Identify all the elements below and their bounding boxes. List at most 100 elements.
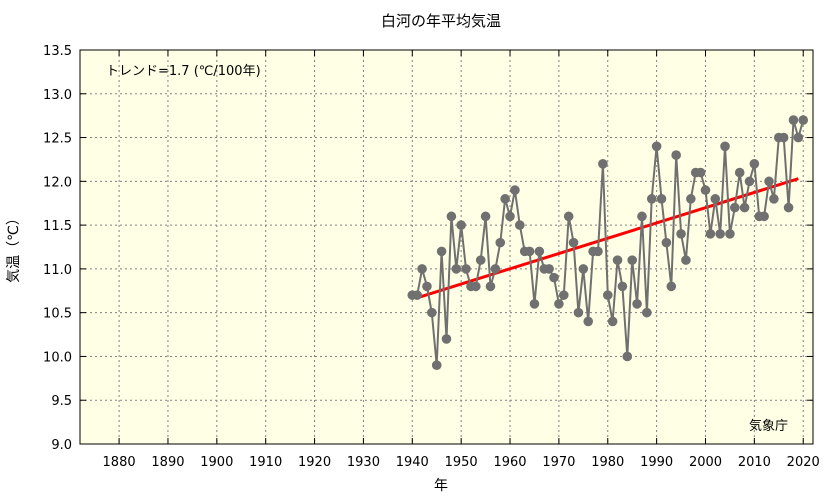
data-point [505,211,515,222]
x-tick-label: 1930 [347,455,380,470]
data-point [695,167,706,178]
data-point [637,211,647,222]
data-point [642,307,652,318]
data-point [671,150,681,160]
data-point [730,202,740,213]
data-point [686,194,696,204]
data-point [627,255,637,265]
x-tick-label: 1940 [396,455,429,470]
x-tick-label: 2020 [787,455,820,470]
data-point [490,264,501,274]
data-point [422,281,432,292]
data-point [544,264,554,274]
y-tick-label: 11.0 [43,263,72,278]
data-point [749,159,760,169]
data-point [798,115,809,125]
data-point [554,299,564,309]
data-point [475,255,486,265]
x-tick-label: 1960 [493,455,526,470]
data-point [651,141,662,152]
data-point [602,290,613,300]
data-point [427,307,437,318]
data-point [681,255,691,265]
y-tick-label: 9.5 [51,394,72,409]
x-tick-label: 2000 [689,455,722,470]
data-point [734,167,745,178]
data-point [534,246,545,257]
source-label: 気象庁 [749,418,788,434]
data-point [583,316,594,327]
plot-area [80,50,813,444]
data-point [431,360,442,371]
data-point [485,281,496,292]
data-point [573,307,584,318]
x-tick-label: 1900 [200,455,233,470]
data-point [759,211,769,222]
data-point [715,229,725,239]
data-point [563,211,574,222]
y-tick-label: 10.0 [43,350,72,365]
data-point [632,299,642,309]
chart-title: 白河の年平均気温 [381,12,501,30]
data-point [480,211,491,222]
data-point [656,194,667,204]
data-point [617,281,628,292]
x-tick-label: 1980 [591,455,624,470]
data-point [568,237,579,248]
data-point [495,237,506,248]
data-point [783,202,794,213]
data-point [725,229,735,239]
y-tick-label: 11.5 [43,219,72,234]
y-tick-label: 13.5 [43,44,72,59]
y-tick-label: 9.0 [51,438,72,453]
y-tick-label: 10.5 [43,307,72,322]
data-point [622,351,633,362]
y-axis-label: 気温（℃） [6,211,22,283]
data-point [500,194,510,204]
data-point [417,264,427,274]
grid [80,49,813,445]
data-point [646,194,657,204]
data-point [764,176,774,187]
data-point [456,220,466,230]
y-tick-label: 12.5 [43,132,72,147]
data-point [441,334,452,344]
data-point [744,176,755,187]
data-point [412,290,422,300]
data-point [436,246,447,257]
y-tick-label: 12.0 [43,175,72,190]
data-point [558,290,569,300]
data-point [739,202,750,213]
data-point [676,229,686,239]
data-point [549,272,559,283]
x-tick-label: 1990 [640,455,673,470]
data-point [612,255,623,265]
trend-line [416,177,799,300]
data-point [700,185,711,195]
series-points [407,115,809,371]
data-point [793,132,804,143]
data-point [461,264,471,274]
plot-frame [79,49,814,445]
data-point [515,220,525,230]
data-point [661,237,672,248]
x-tick-label: 1910 [249,455,282,470]
data-point [524,246,535,257]
data-point [705,229,716,239]
data-point [471,281,481,292]
x-tick-label: 1920 [298,455,331,470]
data-point [788,115,799,125]
data-point [720,141,730,152]
data-point [607,316,618,327]
x-tick-label: 1890 [151,455,184,470]
data-point [446,211,457,222]
data-point [769,194,779,204]
data-point [510,185,520,195]
data-point [451,264,462,274]
y-tick-label: 13.0 [43,88,72,103]
data-point [598,159,608,169]
x-axis-label: 年 [434,478,448,494]
data-point [710,194,721,204]
data-point [666,281,677,292]
